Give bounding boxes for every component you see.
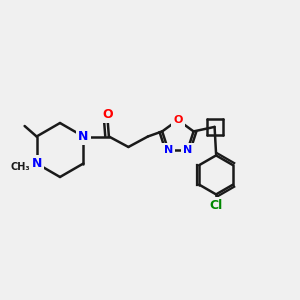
Text: N: N xyxy=(32,157,42,170)
Text: Cl: Cl xyxy=(209,199,223,212)
Text: N: N xyxy=(164,145,173,155)
Text: N: N xyxy=(78,130,88,143)
Text: O: O xyxy=(102,107,113,121)
Text: O: O xyxy=(173,115,183,125)
Text: CH₃: CH₃ xyxy=(10,161,30,172)
Text: N: N xyxy=(183,145,192,155)
